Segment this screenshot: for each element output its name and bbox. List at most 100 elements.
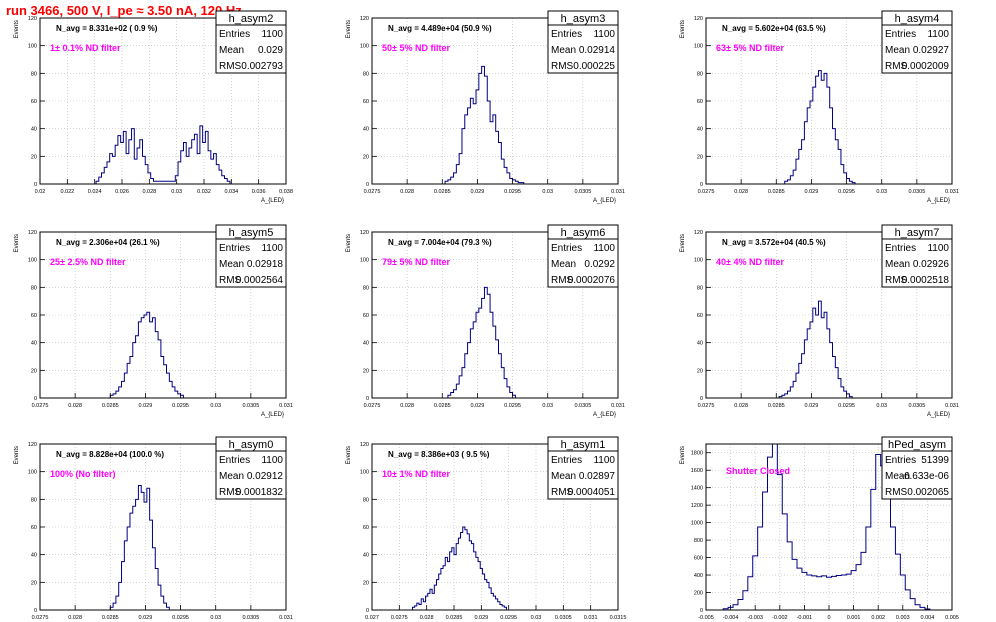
y-axis-label: Events	[14, 446, 20, 464]
histogram-bars	[109, 311, 184, 398]
x-tick-label: 0.027	[365, 615, 379, 621]
x-tick-label: 0.031	[279, 403, 293, 409]
n-avg-annotation: N_avg = 4.489e+04 (50.9 %)	[388, 24, 492, 33]
stats-key: Entries	[219, 455, 250, 466]
histogram-name: h_asym0	[229, 439, 274, 451]
histogram-bars	[447, 286, 516, 398]
y-tick-label: 100	[28, 258, 37, 264]
y-tick-label: 0	[366, 182, 369, 188]
stats-value: 0.0002518	[902, 275, 950, 286]
y-tick-label: 20	[31, 580, 37, 586]
histogram-name: h_asym3	[561, 13, 606, 25]
y-axis-label: Events	[346, 234, 352, 252]
x-tick-label: 0.029	[471, 189, 485, 195]
histogram-h_asym6: 0.0275 0.028 0.0285 0.029 0.0295 0.03 0.0305 0.…	[346, 224, 625, 418]
stats-value: 0.002065	[907, 487, 949, 498]
x-tick-label: 0.0275	[364, 403, 381, 409]
x-tick-label: 0.036	[252, 189, 266, 195]
n-avg-annotation: N_avg = 8.331e+02 ( 0.9 %)	[56, 24, 158, 33]
y-tick-label: 1000	[691, 521, 703, 527]
x-tick-label: -0.003	[747, 615, 763, 621]
histogram-bars	[784, 70, 856, 184]
stats-key: Entries	[885, 243, 916, 254]
x-tick-label: 0.004	[921, 615, 935, 621]
x-tick-label: 0.028	[734, 403, 748, 409]
histogram-name: h_asym6	[561, 227, 606, 239]
y-tick-label: 200	[694, 591, 703, 597]
stats-box	[215, 10, 287, 74]
stats-key: Entries	[219, 243, 250, 254]
y-tick-label: 120	[28, 230, 37, 236]
y-tick-label: 60	[31, 313, 37, 319]
filter-label: Shutter Closed	[726, 466, 790, 476]
stats-key: Mean	[551, 259, 576, 270]
x-tick-label: 0.03	[531, 615, 542, 621]
stats-key: RMS	[885, 61, 908, 72]
x-tick-label: 0.0305	[908, 403, 925, 409]
x-tick-label: 0.038	[279, 189, 293, 195]
y-axis-label: Events	[14, 234, 20, 252]
stats-key: RMS	[885, 487, 908, 498]
filter-label: 1± 0.1% ND filter	[50, 43, 121, 53]
histogram-bars	[95, 125, 231, 184]
histogram-name: h_asym1	[561, 439, 606, 451]
y-tick-label: 100	[360, 470, 369, 476]
y-tick-label: 60	[31, 525, 37, 531]
stats-key: RMS	[219, 61, 242, 72]
x-tick-label: 0.022	[60, 189, 74, 195]
x-tick-label: 0.028	[400, 403, 414, 409]
x-tick-label: 0.028	[420, 615, 434, 621]
histogram-h_asym3: 0.0275 0.028 0.0285 0.029 0.0295 0.03 0.0305 0.…	[346, 10, 625, 204]
y-tick-label: 0	[700, 182, 703, 188]
y-tick-label: 120	[360, 442, 369, 448]
y-tick-label: 100	[28, 44, 37, 50]
y-tick-label: 40	[31, 341, 37, 347]
stats-value: -6.633e-06	[901, 471, 950, 482]
stats-value: 0.02927	[913, 45, 950, 56]
histogram-name: hPed_asym	[888, 439, 946, 451]
x-tick-label: 0.0305	[574, 403, 591, 409]
x-tick-label: 0.0295	[500, 615, 517, 621]
y-tick-label: 80	[31, 71, 37, 77]
stats-box	[547, 436, 619, 500]
y-axis-label: Events	[346, 20, 352, 38]
x-tick-label: 0.0285	[768, 189, 785, 195]
y-tick-label: 80	[697, 71, 703, 77]
y-tick-label: 100	[694, 44, 703, 50]
stats-value: 0.02914	[579, 45, 616, 56]
filter-label: 63± 5% ND filter	[716, 43, 784, 53]
x-tick-label: 0.031	[945, 403, 959, 409]
x-tick-label: 0.0295	[172, 403, 189, 409]
histogram-h_asym4: 0.0275 0.028 0.0285 0.029 0.0295 0.03 0.0305 0.…	[680, 10, 959, 204]
x-tick-label: 0.0275	[391, 615, 408, 621]
stats-value: 0.0002564	[236, 275, 284, 286]
x-tick-label: 0.0275	[32, 615, 49, 621]
stats-key: Mean	[551, 471, 576, 482]
x-tick-label: 0.0285	[446, 615, 463, 621]
y-tick-label: 20	[363, 580, 369, 586]
histogram-bars	[411, 526, 507, 610]
x-tick-label: 0.0275	[32, 403, 49, 409]
y-tick-label: 80	[363, 497, 369, 503]
stats-value: 0.0002076	[568, 275, 616, 286]
y-tick-label: 20	[31, 154, 37, 160]
x-tick-label: 0.03	[171, 189, 182, 195]
histogram-h_asym0: 0.0275 0.028 0.0285 0.029 0.0295 0.03 0.0305 0.…	[14, 436, 293, 621]
x-tick-label: 0.0305	[242, 403, 259, 409]
stats-value: 0.02926	[913, 259, 950, 270]
histogram-hPed_asym: -0.005 -0.004 -0.003 -0.002 -0.001 0 0.001 0.00…	[680, 436, 959, 621]
y-tick-label: 40	[363, 127, 369, 133]
y-tick-label: 100	[360, 44, 369, 50]
stats-key: RMS	[551, 487, 574, 498]
filter-label: 100% (No filter)	[50, 469, 116, 479]
y-tick-label: 20	[363, 154, 369, 160]
stats-value: 0.002793	[241, 61, 283, 72]
x-tick-label: 0	[827, 615, 830, 621]
y-tick-label: 0	[34, 608, 37, 614]
y-tick-label: 40	[363, 341, 369, 347]
stats-value: 1100	[261, 29, 283, 40]
x-tick-label: 0.031	[611, 189, 625, 195]
x-tick-label: 0.029	[471, 403, 485, 409]
y-tick-label: 60	[363, 313, 369, 319]
y-axis-label: Events	[680, 20, 686, 38]
